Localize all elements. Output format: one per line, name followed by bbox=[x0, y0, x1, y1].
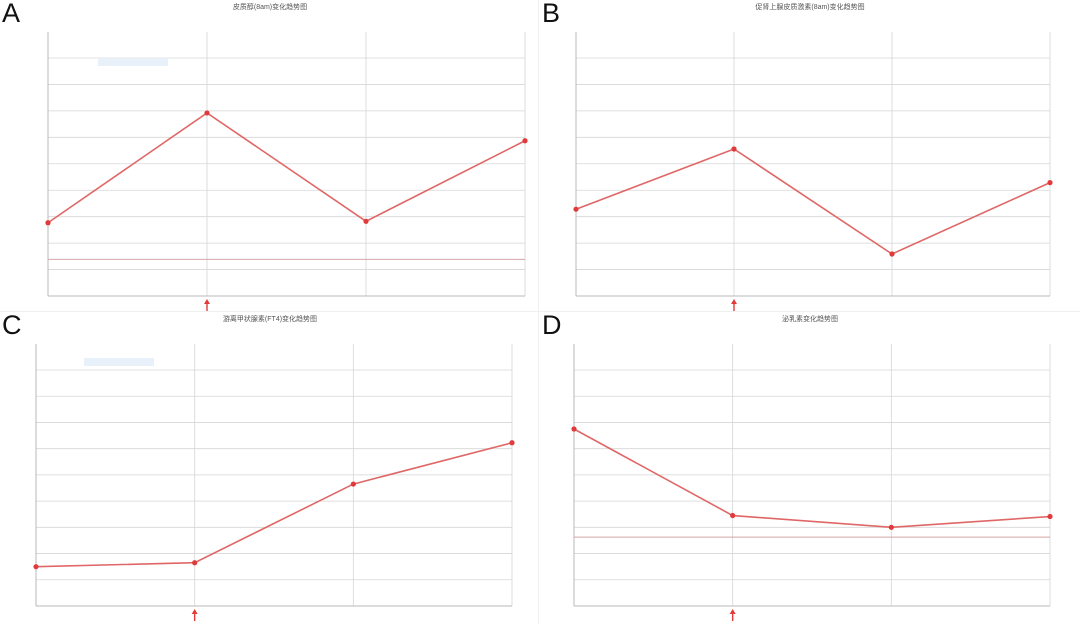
panel-divider-horizontal bbox=[0, 311, 1080, 312]
legend-box bbox=[98, 58, 168, 66]
data-point bbox=[522, 138, 528, 144]
series-line bbox=[573, 428, 1051, 529]
data-point bbox=[350, 481, 356, 487]
chart-d bbox=[571, 344, 1053, 621]
data-point bbox=[573, 206, 579, 212]
timepoint-arrow-head bbox=[731, 299, 737, 304]
series-line bbox=[47, 111, 526, 224]
series-line bbox=[575, 148, 1051, 255]
panel-b: B 促肾上腺皮质激素(8am)变化趋势图 bbox=[540, 0, 1080, 312]
timepoint-arrow-head bbox=[729, 609, 736, 614]
data-point bbox=[509, 440, 515, 446]
timepoint-arrow-head bbox=[204, 299, 210, 304]
panel-c: C 游离甲状腺素(FT4)变化趋势图 bbox=[0, 310, 540, 624]
data-point bbox=[889, 251, 895, 257]
panel-letter: C bbox=[2, 310, 22, 340]
data-point bbox=[45, 220, 51, 226]
panel-divider-vertical bbox=[538, 0, 539, 624]
panel-letter: D bbox=[542, 310, 562, 340]
panel-d: D 泌乳素变化趋势图 bbox=[540, 310, 1080, 624]
data-point bbox=[730, 512, 736, 519]
timepoint-arrow-head bbox=[191, 609, 198, 614]
data-point bbox=[33, 564, 39, 570]
chart-b bbox=[573, 32, 1053, 311]
data-point bbox=[571, 426, 577, 432]
series-line bbox=[35, 441, 513, 568]
panel-letter: B bbox=[542, 0, 561, 28]
data-point bbox=[731, 146, 737, 152]
legend-box bbox=[84, 358, 154, 366]
data-point bbox=[888, 524, 894, 530]
data-point bbox=[192, 560, 198, 566]
data-point bbox=[1047, 180, 1053, 186]
chart-title: 游离甲状腺素(FT4)变化趋势图 bbox=[222, 316, 318, 323]
data-point bbox=[1047, 513, 1053, 520]
data-point bbox=[363, 218, 369, 224]
chart-a bbox=[45, 32, 528, 311]
panel-letter: A bbox=[2, 0, 21, 28]
panel-a: A 皮质醇(8am)变化趋势图 bbox=[0, 0, 540, 312]
data-point bbox=[204, 110, 210, 116]
chart-title: 促肾上腺皮质激素(8am)变化趋势图 bbox=[755, 4, 865, 11]
chart-title: 皮质醇(8am)变化趋势图 bbox=[232, 4, 308, 11]
chart-title: 泌乳素变化趋势图 bbox=[782, 316, 838, 323]
chart-c bbox=[33, 344, 515, 621]
